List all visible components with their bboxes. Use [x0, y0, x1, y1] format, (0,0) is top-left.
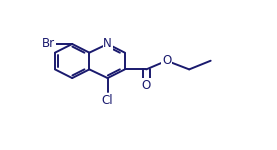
Text: N: N: [103, 38, 112, 51]
Text: Cl: Cl: [102, 94, 113, 107]
Text: O: O: [142, 79, 151, 92]
Text: O: O: [162, 54, 171, 67]
Text: Br: Br: [42, 38, 55, 51]
